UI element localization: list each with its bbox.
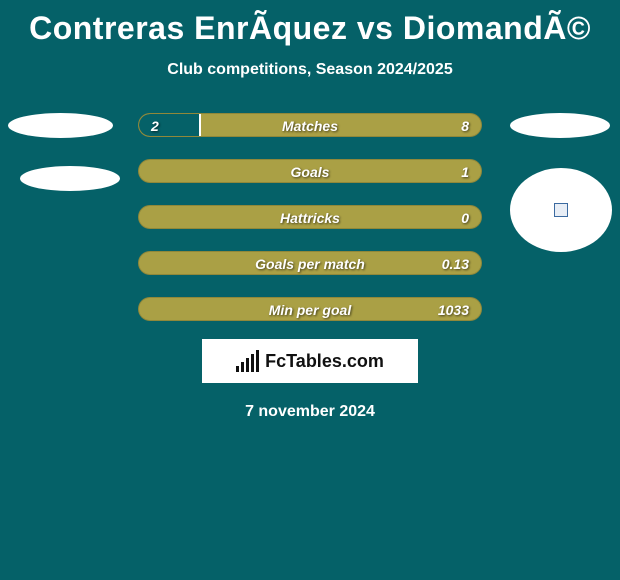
stat-label: Hattricks <box>139 206 481 229</box>
stat-value-right: 0.13 <box>442 252 469 275</box>
stat-value-right: 0 <box>461 206 469 229</box>
stat-bar-row: Goals1 <box>138 159 482 183</box>
stat-value-right: 8 <box>461 114 469 137</box>
avatar-image-placeholder <box>554 203 568 217</box>
stat-bar-row: Min per goal1033 <box>138 297 482 321</box>
stat-label: Goals <box>139 160 481 183</box>
comparison-area: Matches2 8 Goals1 Hattricks0 Goals per match… <box>0 113 620 321</box>
avatar-circle <box>510 168 612 252</box>
brand-logo: FcTables.com <box>202 339 418 383</box>
right-avatar-group <box>510 113 612 252</box>
stat-label: Min per goal <box>139 298 481 321</box>
stat-value-left: 2 <box>151 114 159 137</box>
avatar-placeholder <box>20 166 120 191</box>
stat-bar-row: Goals per match0.13 <box>138 251 482 275</box>
stat-value-right: 1033 <box>438 298 469 321</box>
date-label: 7 november 2024 <box>0 403 620 421</box>
avatar-placeholder <box>8 113 113 138</box>
stat-bar-row: Hattricks0 <box>138 205 482 229</box>
brand-name: FcTables.com <box>265 351 384 372</box>
stat-label: Goals per match <box>139 252 481 275</box>
avatar-placeholder <box>510 113 610 138</box>
stat-label: Matches <box>139 114 481 137</box>
stat-bar-row: Matches2 8 <box>138 113 482 137</box>
logo-bars-icon <box>236 350 259 372</box>
stat-bars: Matches2 8 Goals1 Hattricks0 Goals per match… <box>138 113 482 321</box>
left-avatar-group <box>8 113 120 191</box>
subtitle: Club competitions, Season 2024/2025 <box>0 61 620 79</box>
page-title: Contreras EnrÃ­quez vs DiomandÃ© <box>0 0 620 47</box>
stat-value-right: 1 <box>461 160 469 183</box>
